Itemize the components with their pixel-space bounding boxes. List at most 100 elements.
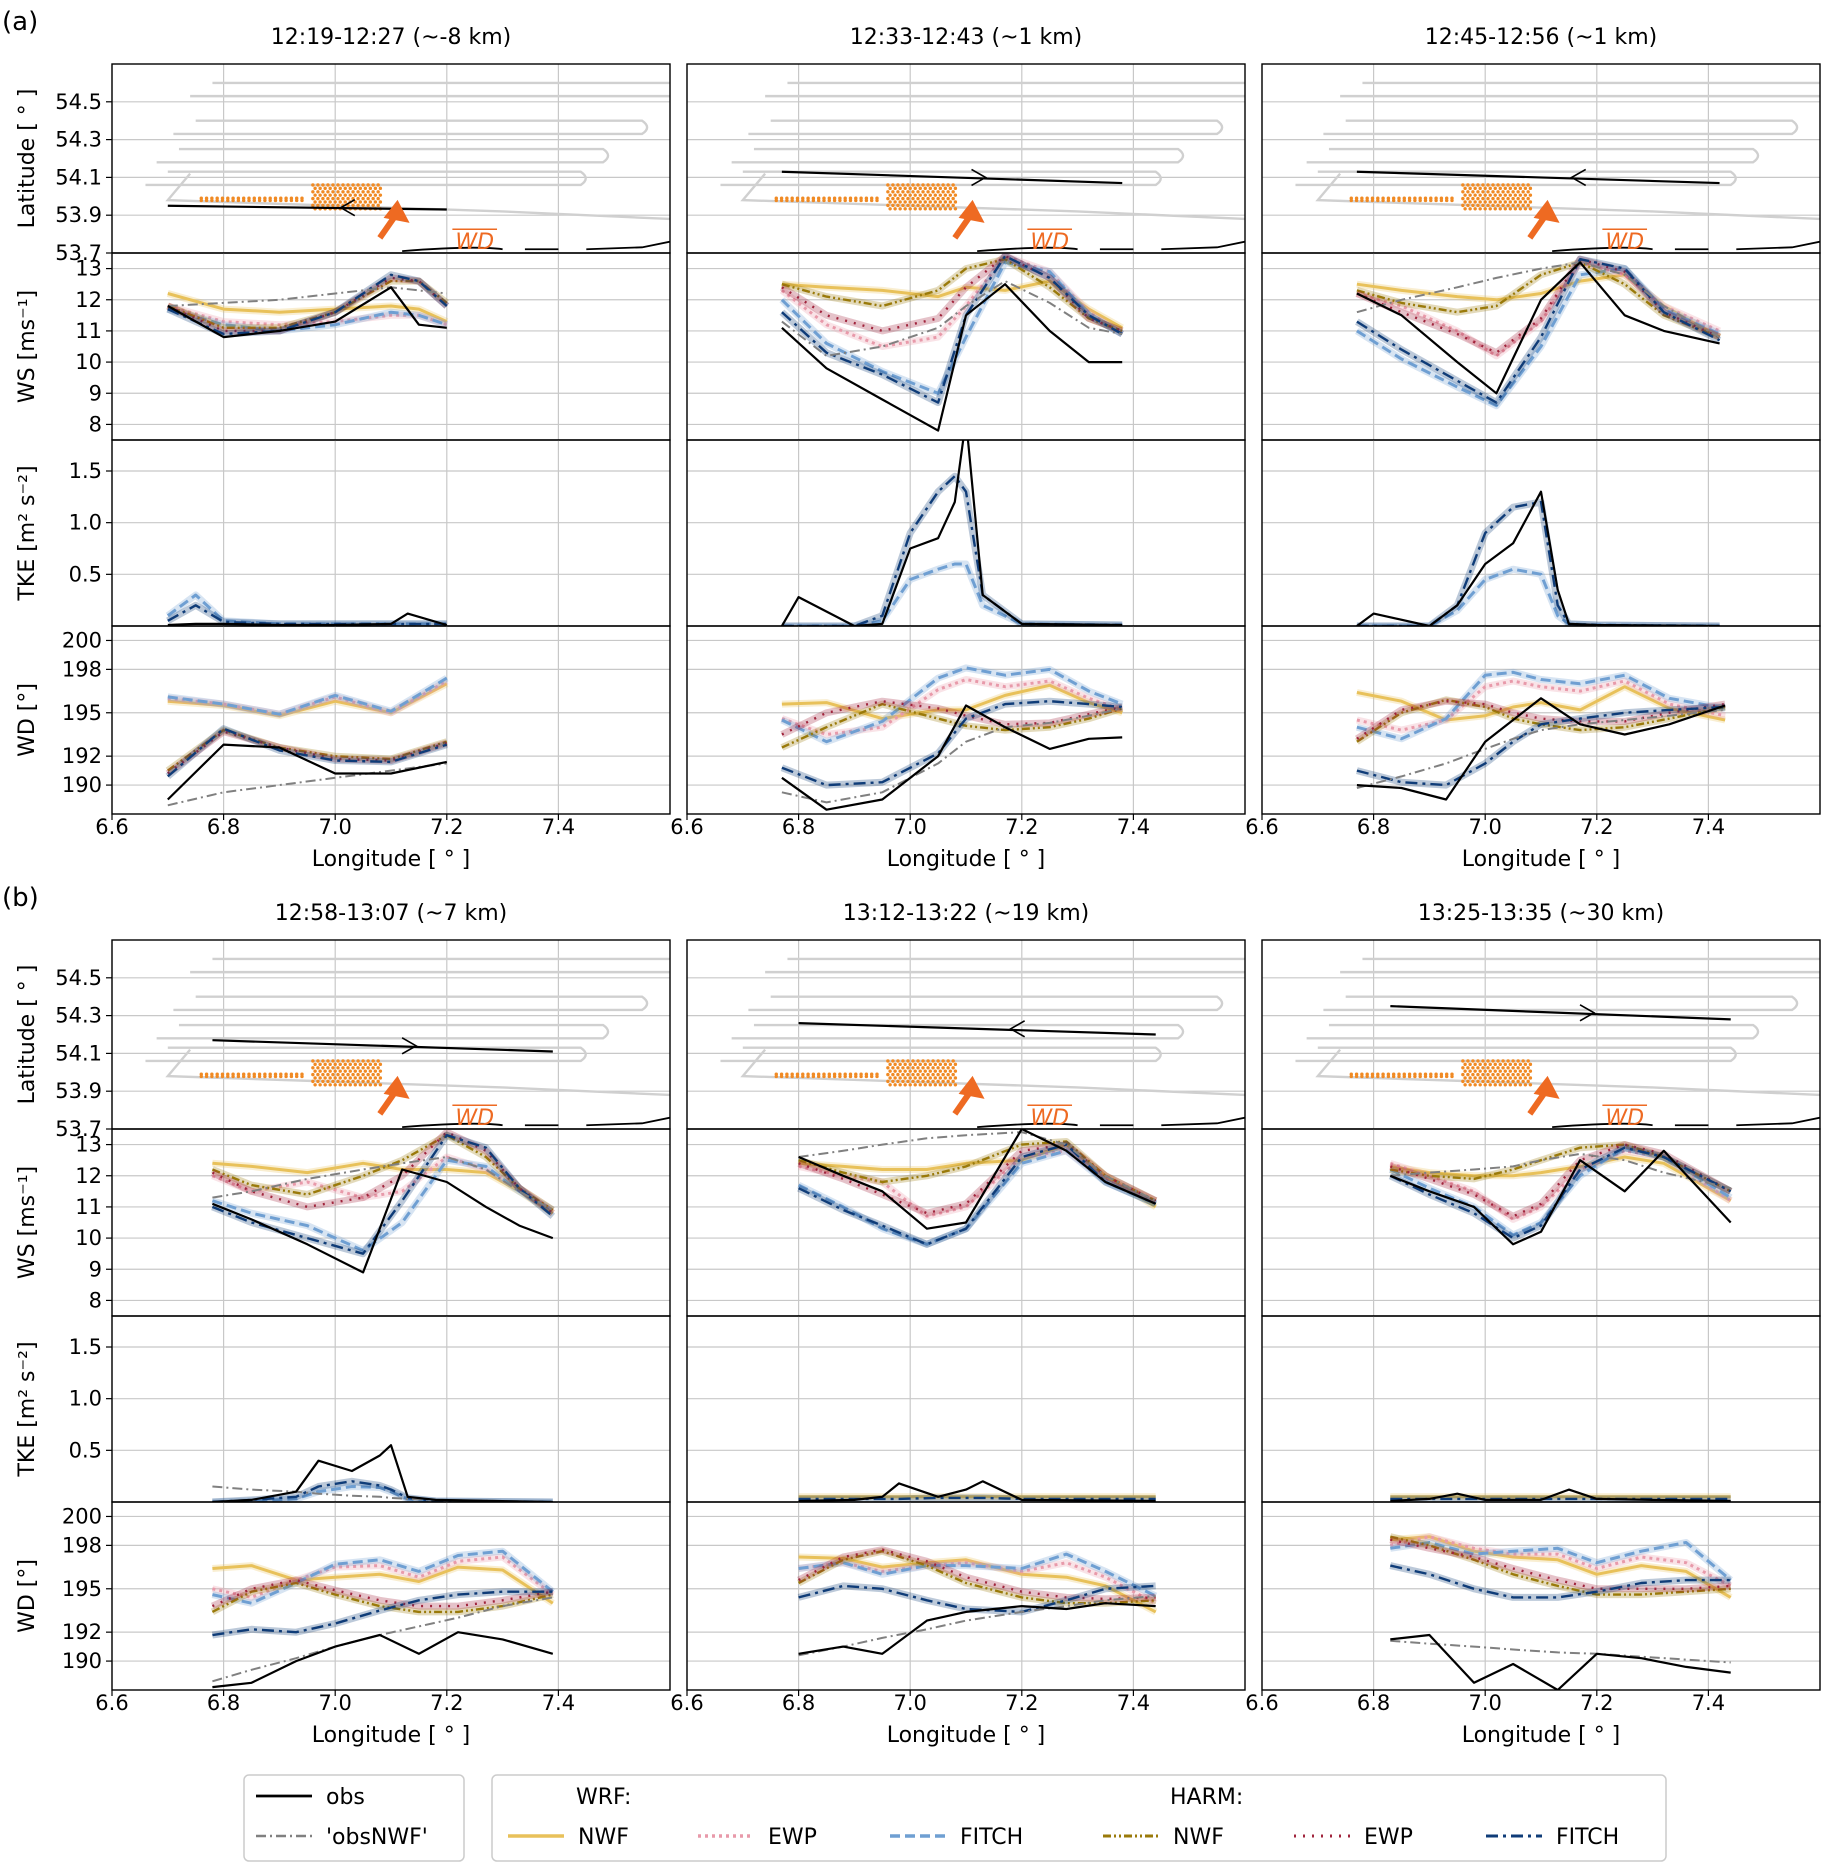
turbine-marker [911, 1066, 915, 1070]
turbine-marker [313, 193, 317, 197]
series-line-harm_ewp [1356, 258, 1721, 354]
turbine-marker [1521, 196, 1525, 201]
series-line-obs [798, 1129, 1157, 1230]
turbine-marker [279, 198, 283, 203]
turbine-marker [822, 198, 826, 203]
turbine-marker [323, 186, 327, 191]
turbine-marker [1439, 1074, 1444, 1079]
turbine-marker [901, 196, 905, 201]
turbine-marker [903, 193, 907, 197]
coastline [1552, 1116, 1820, 1129]
turbine-marker [913, 193, 917, 197]
turbine-marker [946, 1072, 950, 1077]
turbine-marker [953, 186, 958, 191]
series-line-wrf_fitch [167, 307, 448, 333]
turbine-marker [933, 1062, 938, 1067]
turbine-marker [358, 200, 363, 204]
turbine-marker [1501, 1072, 1505, 1077]
series-line-obsnwf [1356, 261, 1721, 338]
wind-arrow-head [958, 199, 985, 223]
turbine-marker [923, 193, 927, 197]
turbine-marker [1481, 1059, 1485, 1063]
turbine-marker [378, 1062, 383, 1067]
axes-frame [1261, 439, 1821, 627]
series-line-wrf_fitch [212, 1549, 554, 1605]
turbine-marker [376, 1066, 380, 1070]
turbine-marker [938, 200, 943, 204]
plot-area [145, 81, 670, 253]
wind-farm-turbines [774, 1059, 958, 1087]
turbine-marker [326, 1072, 330, 1077]
turbine-marker [1429, 1074, 1433, 1079]
plot-area [720, 81, 1245, 253]
turbine-marker [313, 200, 317, 204]
turbine-marker [903, 1062, 907, 1067]
series-line-harm_fitch [167, 273, 448, 336]
turbine-marker [1511, 196, 1515, 201]
turbine-marker [1526, 183, 1530, 187]
turbine-marker [1511, 1066, 1515, 1070]
turbine-marker [1488, 200, 1492, 204]
axes-frame [686, 1315, 1246, 1503]
turbine-marker [1483, 193, 1487, 197]
series-line-harm_nwf [1390, 1535, 1731, 1596]
turbine-marker [1486, 1059, 1490, 1063]
turbine-marker [898, 186, 902, 191]
turbine-marker [346, 183, 350, 187]
turbine-marker [331, 1072, 335, 1077]
turbine-marker [373, 193, 378, 197]
turbine-marker [1491, 1079, 1495, 1084]
turbine-marker [1498, 1062, 1502, 1067]
series-line-wrf_ewp [1389, 1535, 1732, 1588]
turbine-marker [1496, 196, 1500, 201]
turbine-marker [918, 200, 922, 204]
turbine-marker [811, 198, 816, 203]
x-tick-label: 7.0 [893, 815, 926, 839]
turbine-marker [1526, 196, 1530, 201]
turbine-marker [916, 1066, 920, 1070]
turbine-marker [338, 1076, 342, 1080]
turbine-marker [311, 1066, 315, 1070]
turbine-marker [263, 1074, 267, 1079]
series-line-obs [798, 1602, 1156, 1655]
turbine-marker [338, 193, 342, 197]
transect-arrow [1570, 168, 1587, 187]
turbine-marker [1468, 200, 1472, 204]
turbine-marker [321, 196, 325, 201]
row-wd: 190 192 195 198 200 WD [°] [15, 625, 671, 815]
turbine-marker [911, 190, 915, 194]
turbine-marker [353, 200, 357, 204]
turbine-marker [1365, 1074, 1369, 1079]
turbine-marker [268, 1074, 272, 1079]
turbine-marker [896, 190, 900, 194]
turbine-marker [1521, 1059, 1525, 1063]
turbine-marker [888, 207, 892, 211]
turbine-marker [901, 190, 905, 194]
turbine-marker [1386, 1074, 1391, 1079]
turbine-marker [943, 186, 948, 191]
turbine-marker [1523, 1062, 1528, 1067]
turbine-marker [795, 1074, 800, 1079]
x-axis-label: Longitude [ ° ] [887, 1723, 1046, 1748]
turbine-marker [338, 200, 342, 204]
turbine-marker [921, 183, 925, 187]
turbine-marker [1466, 183, 1470, 187]
x-tick-label: 6.8 [1357, 1691, 1390, 1715]
series-line-harm_fitch [798, 1143, 1157, 1246]
turbine-marker [343, 1076, 347, 1080]
turbine-marker [832, 1074, 837, 1079]
y-tick-label: 54.3 [55, 128, 102, 152]
turbine-marker [368, 1062, 373, 1067]
y-tick-label: 0.5 [69, 562, 102, 586]
y-tick-label: 53.9 [55, 1079, 102, 1103]
turbine-marker [951, 203, 955, 208]
row-lat: WD 53.7 53.9 54.1 54.3 54.5 Latitude [ ° ] [15, 63, 671, 265]
wind-farm-turbines [1349, 1059, 1533, 1087]
turbine-marker [328, 1083, 332, 1087]
turbine-marker [901, 1079, 905, 1084]
x-tick-label: 6.8 [207, 815, 240, 839]
turbine-marker [331, 1066, 335, 1070]
turbine-marker [926, 196, 930, 201]
turbine-marker [936, 190, 940, 194]
turbine-marker [928, 1069, 932, 1073]
